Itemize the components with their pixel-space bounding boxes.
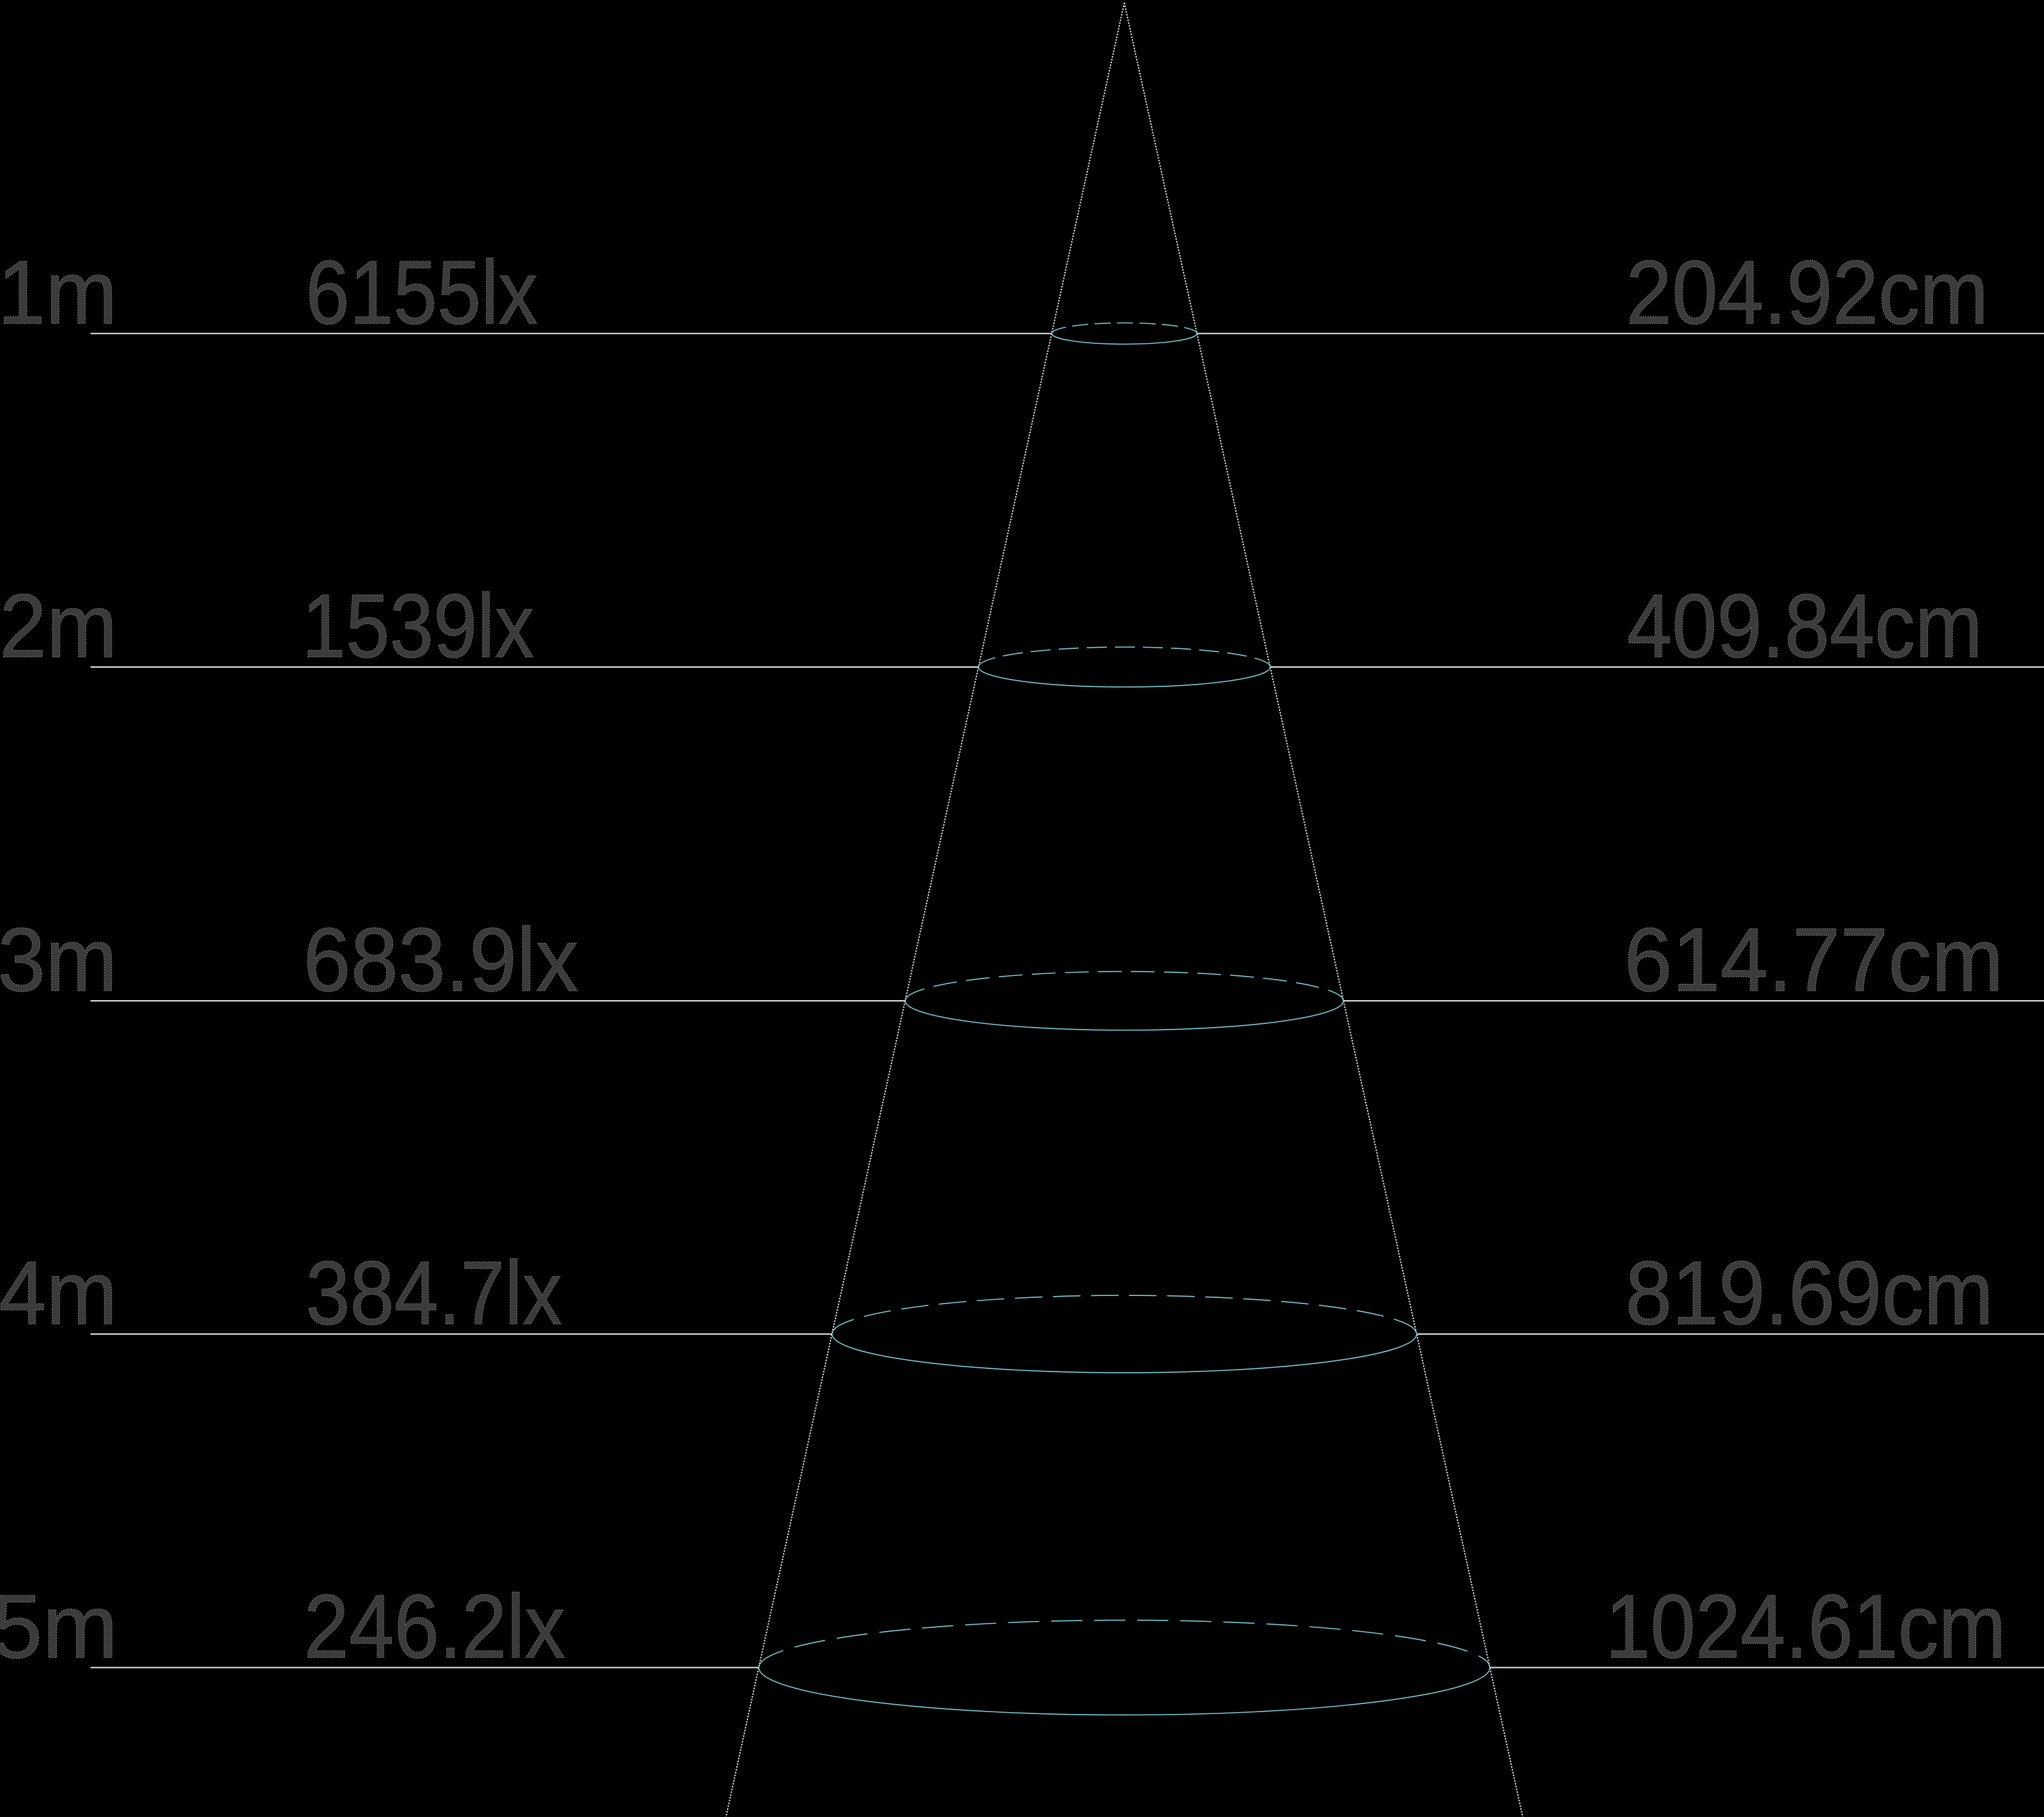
svg-text:5m: 5m [0, 1576, 118, 1677]
svg-text:246.2lx: 246.2lx [304, 1576, 565, 1677]
svg-text:384.7lx: 384.7lx [306, 1242, 562, 1343]
svg-text:1539lx: 1539lx [302, 575, 534, 676]
svg-text:204.92cm: 204.92cm [1626, 242, 1988, 343]
svg-text:6155lx: 6155lx [306, 242, 538, 343]
svg-text:683.9lx: 683.9lx [303, 909, 578, 1010]
svg-text:409.84cm: 409.84cm [1627, 575, 1983, 676]
svg-text:3m: 3m [0, 909, 117, 1010]
svg-text:819.69cm: 819.69cm [1625, 1242, 1993, 1343]
svg-text:4m: 4m [0, 1242, 117, 1343]
svg-text:1024.61cm: 1024.61cm [1605, 1576, 2006, 1677]
svg-text:614.77cm: 614.77cm [1624, 909, 2003, 1010]
svg-text:1m: 1m [0, 242, 117, 343]
svg-text:2m: 2m [0, 575, 117, 676]
